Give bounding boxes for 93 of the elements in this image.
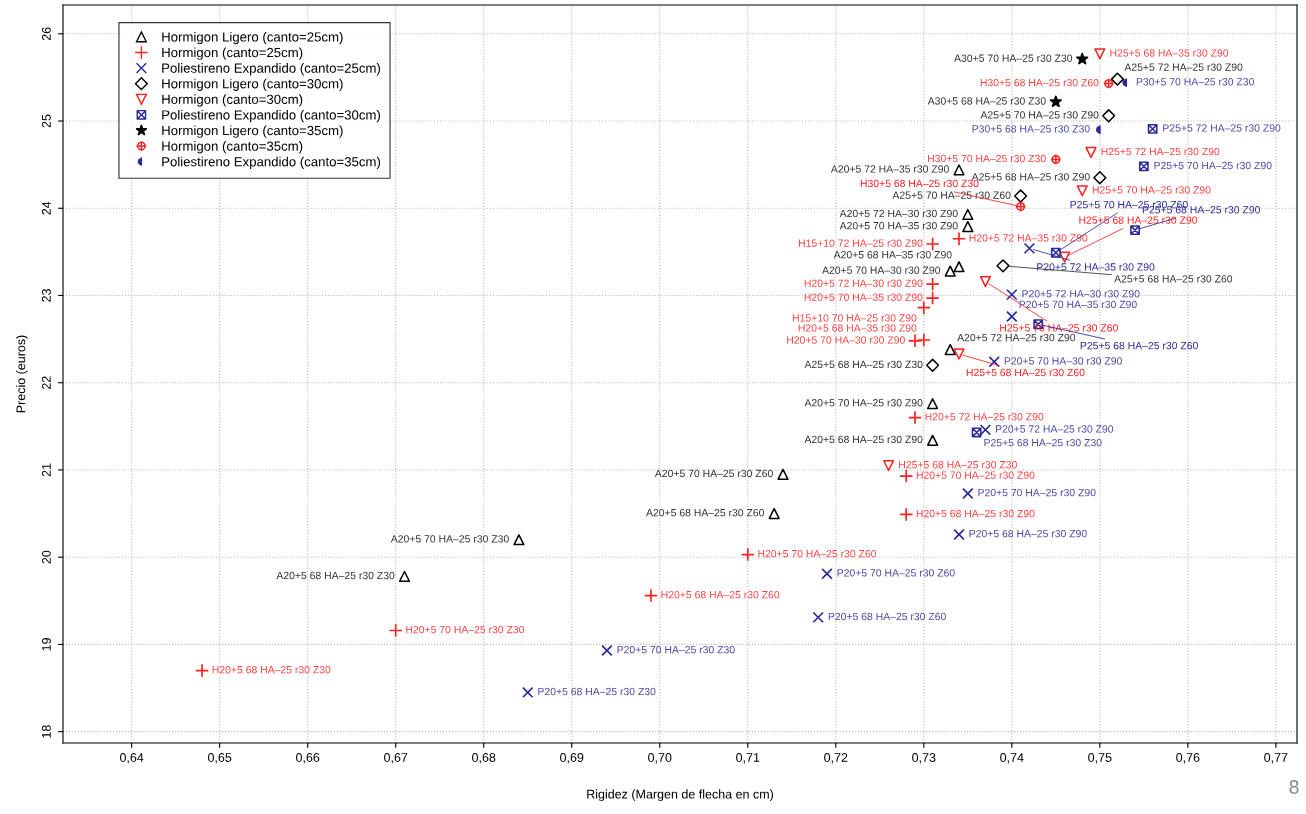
annotation: P20+5 70 HA–25 r30 Z60 bbox=[837, 569, 955, 577]
annotation: H15+10 72 HA–25 r30 Z90 bbox=[798, 239, 923, 247]
legend-label: Poliestireno Expandido (canto=35cm) bbox=[162, 156, 381, 169]
annotation: A25+5 72 HA–25 r30 Z90 bbox=[1124, 63, 1243, 71]
x-tick-label: 0,76 bbox=[1176, 753, 1200, 764]
annotation: P20+5 68 HA–25 r30 Z60 bbox=[828, 612, 946, 621]
y-tick-label: 23 bbox=[41, 289, 51, 302]
legend-label: Hormigon (canto=35cm) bbox=[162, 141, 303, 154]
annotation: A25+5 68 HA–25 r30 Z60 bbox=[1114, 275, 1233, 283]
annotation: P30+5 68 HA–25 r30 Z30 bbox=[972, 125, 1090, 133]
annotation: P25+5 68 HA–25 r30 Z60 bbox=[1080, 341, 1198, 350]
annotation: A25+5 70 HA–25 r30 Z90 bbox=[980, 111, 1099, 119]
legend-label: Hormigon Ligero (canto=35cm) bbox=[162, 125, 343, 138]
annotation: H25+5 70 HA–25 r30 Z90 bbox=[1092, 186, 1211, 194]
annotation: H20+5 68 HA–25 r30 Z90 bbox=[916, 509, 1035, 518]
x-tick-label: 0,64 bbox=[119, 753, 144, 764]
annotation: A20+5 68 HA–35 r30 Z90 bbox=[833, 251, 952, 259]
annotation: A25+5 70 HA–25 r30 Z60 bbox=[892, 191, 1011, 199]
annotation: H20+5 72 HA–30 r30 Z90 bbox=[804, 279, 923, 287]
legend-label: Hormigon Ligero (canto=30cm) bbox=[162, 78, 343, 91]
x-tick-label: 0,77 bbox=[1264, 753, 1288, 764]
annotation: P25+5 70 HA–25 r30 Z90 bbox=[1154, 161, 1272, 170]
annotation: A20+5 70 HA–25 r30 Z30 bbox=[390, 535, 509, 543]
annotation: H20+5 68 HA–25 r30 Z60 bbox=[661, 590, 780, 599]
annotation: A20+5 72 HA–25 r30 Z90 bbox=[957, 333, 1076, 342]
annotation: H20+5 72 HA–25 r30 Z90 bbox=[925, 413, 1044, 421]
x-tick-label: 0,74 bbox=[1000, 753, 1024, 764]
annotation: H30+5 70 HA–25 r30 Z30 bbox=[927, 154, 1046, 163]
annotation: A20+5 72 HA–30 r30 Z90 bbox=[839, 209, 958, 218]
annotation: A30+5 70 HA–25 r30 Z30 bbox=[954, 54, 1073, 62]
annotation: H25+5 68 HA–25 r30 Z30 bbox=[899, 461, 1017, 469]
annotation: P20+5 72 HA–25 r30 Z90 bbox=[996, 425, 1114, 433]
annotation: P20+5 68 HA–25 r30 Z30 bbox=[538, 687, 656, 696]
x-tick-label: 0,65 bbox=[208, 753, 232, 764]
y-tick-label: 20 bbox=[41, 550, 51, 564]
x-tick-label: 0,70 bbox=[648, 753, 672, 764]
annotation: H20+5 70 HA–25 r30 Z60 bbox=[758, 549, 877, 558]
annotation: H30+5 68 HA–25 r30 Z60 bbox=[980, 78, 1099, 87]
annotation: P25+5 68 HA–25 r30 Z30 bbox=[984, 438, 1102, 447]
annotation: H25+5 72 HA–25 r30 Z90 bbox=[1101, 147, 1220, 156]
legend-label: Hormigon (canto=25cm) bbox=[162, 47, 303, 60]
annotation: P20+5 68 HA–25 r30 Z90 bbox=[969, 529, 1087, 538]
annotation: A20+5 68 HA–25 r30 Z60 bbox=[646, 508, 765, 517]
annotation: H20+5 68 HA–25 r30 Z30 bbox=[212, 666, 331, 674]
y-tick-label: 25 bbox=[41, 114, 51, 128]
annotation: H20+5 70 HA–25 r30 Z30 bbox=[406, 625, 525, 634]
legend-label: Hormigon Ligero (canto=25cm) bbox=[162, 31, 343, 45]
annotation: P20+5 72 HA–35 r30 Z90 bbox=[1037, 263, 1155, 271]
annotation: H20+5 70 HA–25 r30 Z90 bbox=[916, 471, 1035, 479]
legend-label: Poliestireno Expandido (canto=25cm) bbox=[162, 63, 381, 76]
annotation: H20+5 70 HA–35 r30 Z90 bbox=[804, 293, 923, 301]
x-tick-label: 0,69 bbox=[560, 753, 584, 764]
x-tick-label: 0,73 bbox=[912, 753, 936, 764]
annotation: P20+5 70 HA–30 r30 Z90 bbox=[1004, 357, 1122, 365]
annotation: A25+5 68 HA–25 r30 Z90 bbox=[971, 173, 1090, 181]
annotation: P20+5 70 HA–25 r30 Z90 bbox=[978, 488, 1096, 497]
annotation: A20+5 70 HA–25 r30 Z90 bbox=[804, 399, 923, 407]
annotation: P20+5 70 HA–25 r30 Z30 bbox=[617, 645, 735, 654]
x-tick-label: 0,75 bbox=[1088, 753, 1112, 764]
y-tick-label: 19 bbox=[41, 638, 51, 651]
x-tick-label: 0,68 bbox=[472, 753, 496, 764]
x-tick-label: 0,72 bbox=[824, 753, 848, 764]
annotation: A20+5 70 HA–35 r30 Z90 bbox=[839, 221, 958, 230]
annotation: H15+10 70 HA–25 r30 Z90 bbox=[792, 314, 917, 322]
annotation: A25+5 68 HA–25 r30 Z30 bbox=[804, 360, 923, 369]
annotation: A20+5 70 HA–30 r30 Z90 bbox=[822, 266, 941, 274]
annotation: P25+5 72 HA–25 r30 Z90 bbox=[1163, 124, 1281, 132]
annotation: A20+5 70 HA–25 r30 Z60 bbox=[654, 469, 773, 478]
x-tick-label: 0,66 bbox=[296, 753, 320, 764]
annotation: H25+5 68 HA–35 r30 Z90 bbox=[1110, 49, 1229, 57]
x-tick-label: 0,71 bbox=[736, 753, 760, 764]
annotation: A30+5 68 HA–25 r30 Z30 bbox=[927, 97, 1046, 105]
y-tick-label: 24 bbox=[41, 201, 51, 215]
x-tick-label: 0,67 bbox=[384, 753, 408, 764]
annotation: P30+5 70 HA–25 r30 Z30 bbox=[1136, 78, 1254, 86]
legend-label: Poliestireno Expandido (canto=30cm) bbox=[162, 109, 381, 123]
annotation: H20+5 68 HA–35 r30 Z90 bbox=[798, 324, 917, 332]
annotation: H25+5 68 HA–25 r30 Z60 bbox=[966, 368, 1085, 377]
legend-label: Hormigon (canto=30cm) bbox=[162, 94, 303, 107]
y-tick-label: 21 bbox=[41, 463, 51, 477]
annotation: A20+5 72 HA–35 r30 Z90 bbox=[830, 165, 949, 173]
annotation: H30+5 68 HA–25 r30 Z30 bbox=[860, 179, 979, 188]
y-axis-title: Precio (euros) bbox=[16, 335, 28, 413]
y-tick-label: 18 bbox=[41, 725, 51, 738]
y-tick-label: 26 bbox=[41, 27, 51, 41]
annotation: P20+5 70 HA–35 r30 Z90 bbox=[1019, 300, 1137, 309]
annotation: P20+5 72 HA–30 r30 Z90 bbox=[1022, 290, 1140, 298]
x-axis-title: Rigidez (Margen de flecha en cm) bbox=[587, 789, 774, 802]
annotation: A20+5 68 HA–25 r30 Z90 bbox=[804, 435, 923, 444]
annotation: A20+5 68 HA–25 r30 Z30 bbox=[276, 571, 395, 580]
annotation: H20+5 70 HA–30 r30 Z90 bbox=[787, 336, 905, 344]
y-tick-label: 22 bbox=[41, 376, 51, 390]
text: 8 bbox=[1289, 780, 1299, 794]
